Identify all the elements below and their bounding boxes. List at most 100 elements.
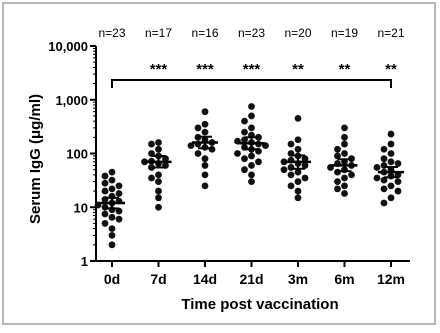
x-tick-label: 12m: [377, 271, 405, 287]
data-point: [387, 140, 395, 148]
data-point: [373, 174, 381, 182]
data-point: [241, 155, 248, 163]
data-point: [287, 182, 295, 190]
y-axis: 1 10 100 1,000 10,000: [48, 39, 97, 269]
data-point: [341, 124, 348, 132]
data-point: [341, 190, 348, 197]
data-point: [294, 178, 302, 186]
data-point: [334, 152, 341, 160]
data-point: [348, 171, 355, 179]
x-axis-title: Time post vaccination: [181, 296, 338, 313]
y-axis-title: Serum IgG (μg/ml): [27, 94, 44, 224]
data-point: [241, 166, 248, 174]
data-point: [108, 168, 116, 176]
data-point: [108, 185, 116, 193]
data-point: [234, 150, 241, 157]
data-point: [148, 140, 155, 148]
data-point: [287, 164, 295, 171]
x-tick-label: 7d: [150, 271, 166, 287]
data-point: [341, 133, 348, 141]
data-point: [108, 225, 116, 233]
data-point: [387, 158, 395, 166]
data-point: [334, 178, 341, 186]
data-point: [287, 171, 295, 179]
y-tick-label: 1,000: [55, 93, 88, 108]
x-tick-label: 3m: [288, 271, 308, 287]
data-point: [294, 114, 302, 122]
data-point: [287, 140, 295, 148]
data-point: [241, 128, 248, 136]
data-point: [248, 178, 255, 186]
data-point: [148, 174, 155, 182]
data-point: [155, 139, 162, 146]
data-point: [108, 176, 116, 184]
significance-stars: *** *** *** ** ** **: [150, 61, 397, 78]
data-point: [387, 150, 395, 157]
data-point: [108, 231, 116, 239]
data-point: [248, 124, 255, 132]
data-point: [294, 136, 302, 144]
n-label: n=20: [284, 26, 311, 40]
data-point: [334, 145, 341, 153]
data-point: [101, 179, 109, 187]
significance-star: ***: [243, 61, 261, 78]
significance-star: **: [339, 61, 351, 78]
data-point: [155, 145, 162, 153]
data-point: [101, 203, 109, 211]
data-point: [194, 150, 202, 157]
data-point: [248, 162, 255, 169]
data-point: [101, 187, 109, 195]
data-point: [201, 155, 209, 163]
data-point: [341, 182, 348, 190]
x-tick-label: 0d: [104, 271, 120, 287]
data-point: [201, 128, 209, 136]
n-label: n=19: [331, 26, 358, 40]
y-tick-label: 100: [66, 147, 88, 162]
data-point: [248, 171, 255, 179]
data-point: [255, 158, 262, 166]
data-point: [155, 178, 162, 186]
x-tick-label: 21d: [239, 271, 263, 287]
data-point: [248, 152, 255, 160]
data-point: [380, 155, 388, 163]
data-point: [394, 178, 402, 186]
significance-star: **: [292, 61, 304, 78]
data-point: [294, 145, 302, 153]
data-point: [101, 172, 109, 180]
data-point: [387, 130, 395, 138]
data-points: [94, 103, 402, 249]
data-point: [334, 185, 341, 193]
x-tick-label: 14d: [193, 271, 217, 287]
mean-sem-bars: [99, 135, 404, 210]
data-point: [141, 158, 148, 166]
data-point: [241, 117, 248, 125]
data-point: [301, 162, 309, 169]
data-point: [387, 182, 395, 190]
data-point: [155, 171, 162, 179]
data-point: [108, 241, 116, 249]
data-point: [201, 120, 209, 128]
data-point: [201, 171, 209, 179]
data-point: [108, 213, 116, 221]
n-labels: n=23 n=17 n=16 n=23 n=20 n=19 n=21: [98, 26, 404, 40]
data-point: [280, 166, 288, 174]
data-point: [115, 182, 123, 190]
data-point: [248, 112, 255, 120]
data-point: [201, 108, 209, 116]
data-point: [294, 168, 302, 176]
data-point: [380, 145, 388, 153]
data-point: [115, 190, 123, 197]
data-point: [194, 124, 202, 132]
figure-frame: n=23 n=17 n=16 n=23 n=20 n=19 n=21 *** *** *** **…: [2, 2, 436, 325]
data-point: [294, 194, 302, 202]
data-point: [341, 174, 348, 182]
data-point: [115, 215, 123, 223]
n-label: n=23: [238, 26, 265, 40]
data-point: [294, 187, 302, 195]
bracket-line: [111, 79, 392, 88]
x-axis: 0d 7d 14d 21d 3m 6m 12m: [96, 260, 410, 287]
data-point: [341, 150, 348, 157]
data-point: [155, 187, 162, 195]
scatter-chart: n=23 n=17 n=16 n=23 n=20 n=19 n=21 *** *** *** **…: [27, 26, 410, 313]
data-point: [187, 142, 195, 150]
